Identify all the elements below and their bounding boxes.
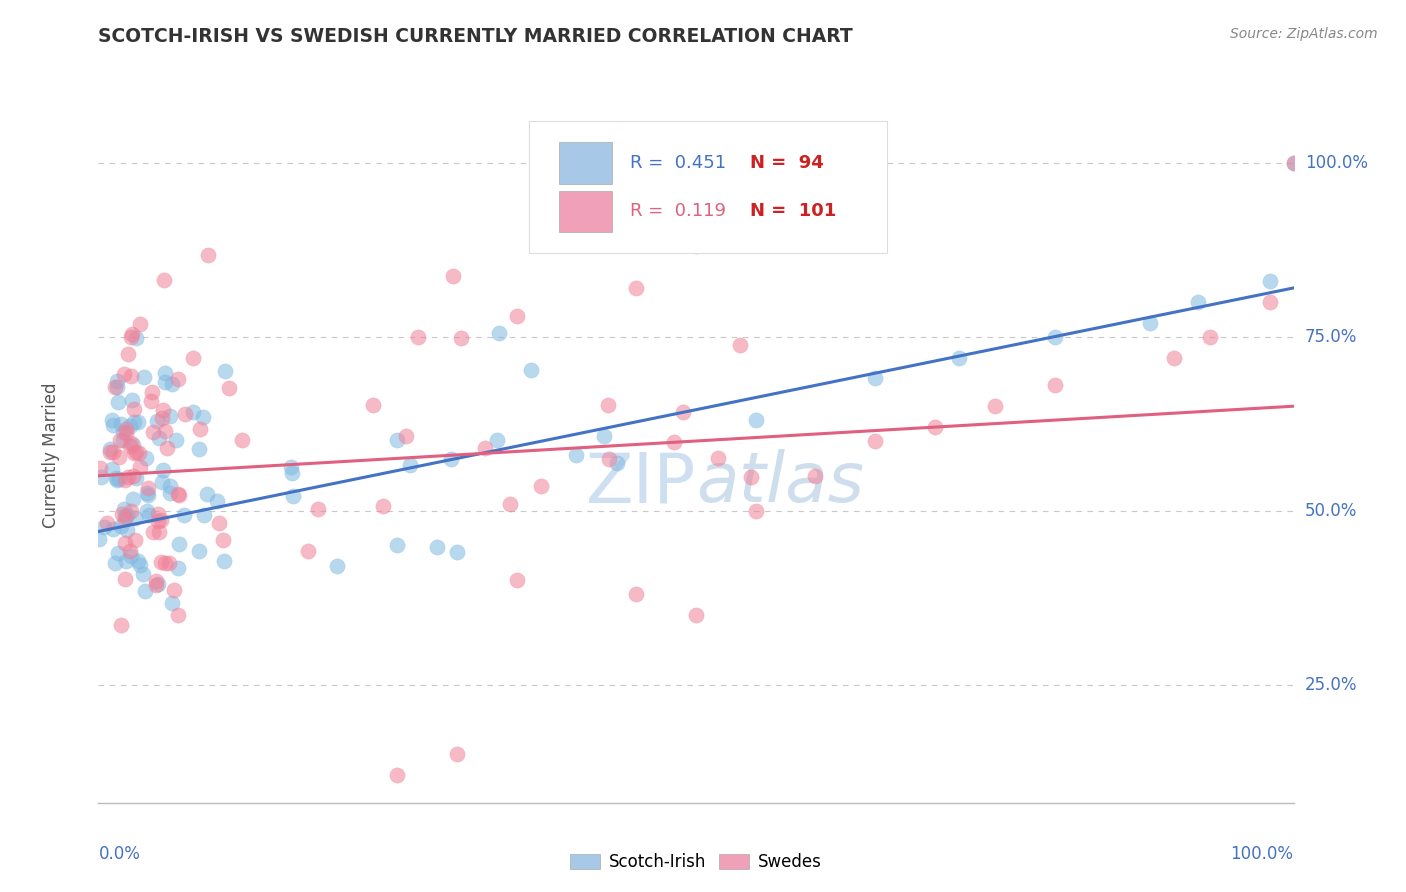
Text: N =  94: N = 94 (749, 153, 824, 171)
Text: Currently Married: Currently Married (42, 382, 59, 528)
Text: atlas: atlas (696, 450, 863, 516)
FancyBboxPatch shape (558, 191, 612, 232)
Text: SCOTCH-IRISH VS SWEDISH CURRENTLY MARRIED CORRELATION CHART: SCOTCH-IRISH VS SWEDISH CURRENTLY MARRIE… (98, 27, 853, 45)
Text: 0.0%: 0.0% (98, 845, 141, 863)
Text: N =  101: N = 101 (749, 202, 837, 220)
Text: 100.0%: 100.0% (1230, 845, 1294, 863)
Text: 50.0%: 50.0% (1305, 501, 1357, 519)
Text: 25.0%: 25.0% (1305, 675, 1357, 693)
Text: R =  0.119: R = 0.119 (630, 202, 727, 220)
Text: 100.0%: 100.0% (1305, 153, 1368, 171)
Text: 75.0%: 75.0% (1305, 327, 1357, 345)
Text: ZIP: ZIP (586, 450, 696, 516)
FancyBboxPatch shape (529, 121, 887, 253)
Legend: Scotch-Irish, Swedes: Scotch-Irish, Swedes (564, 847, 828, 878)
Text: R =  0.451: R = 0.451 (630, 153, 727, 171)
FancyBboxPatch shape (558, 142, 612, 184)
Text: Source: ZipAtlas.com: Source: ZipAtlas.com (1230, 27, 1378, 41)
